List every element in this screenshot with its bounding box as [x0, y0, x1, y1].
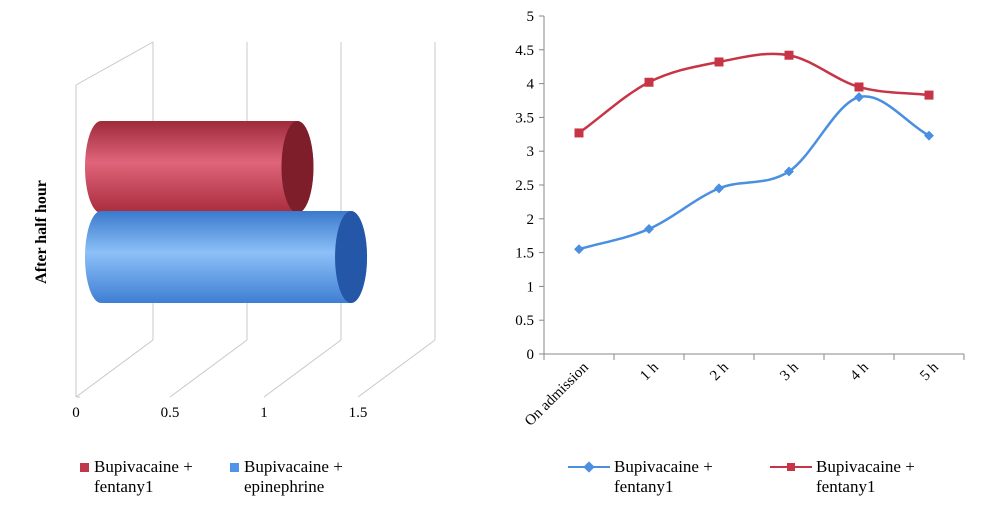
legend-item-fentanyl: Bupivacaine + fentany1: [80, 457, 224, 497]
legend-label: Bupivacaine + fentany1: [94, 457, 193, 496]
series-line-1: [578, 95, 930, 251]
legend-item-series-2: Bupivacaine + fentany1: [770, 457, 946, 497]
x-tick-label: 0.5: [161, 405, 180, 421]
data-point: [574, 244, 584, 255]
legend-swatch-red: [80, 463, 89, 472]
y-tick-label: 2.5: [515, 178, 534, 194]
data-point: [854, 82, 864, 92]
floor-gridline: [263, 339, 342, 398]
data-point: [644, 77, 654, 87]
legend-label: Bupivacaine + fentany1: [816, 457, 915, 496]
y-axis-label: After half hour: [33, 180, 50, 284]
y-tick-label: 3: [527, 144, 535, 160]
floor-gridline: [169, 339, 248, 398]
data-point: [644, 223, 654, 234]
data-point: [714, 57, 724, 67]
data-point: [574, 128, 584, 138]
legend-label: Bupivacaine + fentany1: [614, 457, 713, 496]
y-tick-label: 2: [527, 212, 535, 228]
x-tick-label: 2 h: [707, 359, 732, 384]
x-tick-label: 1.5: [349, 405, 368, 421]
data-point: [854, 92, 864, 103]
x-tick-label: 1 h: [637, 359, 662, 384]
floor-gridline: [357, 339, 436, 398]
y-tick-label: 5: [527, 9, 535, 25]
data-point: [784, 166, 794, 177]
bar-fentanyl-body: [85, 121, 314, 213]
bar-chart-panel: 0 0.5 1 1.5 After half hour Bupivacaine + fe…: [0, 0, 480, 515]
series-line-2: [578, 52, 930, 134]
legend-item-series-1: Bupivacaine + fentany1: [568, 457, 744, 497]
bar-fentanyl-cap: [281, 121, 314, 213]
y-tick-label: 1.5: [515, 246, 534, 262]
data-point: [714, 183, 724, 194]
y-tick-label: 3.5: [515, 110, 534, 126]
x-tick-label: 1: [260, 405, 268, 421]
line-chart-panel: 0 0.5 1 1.5 2 2.5 3 3.5 4 4.5 5 On admission 1 h 2 h 3…: [480, 0, 1000, 515]
side-wall-top: [75, 41, 154, 86]
floor-gridline: [75, 339, 154, 398]
legend-line-blue: [568, 457, 610, 477]
bar-epinephrine-cap: [335, 211, 368, 303]
y-tick-label: 1: [527, 279, 535, 295]
data-point: [924, 130, 934, 141]
legend-item-epinephrine: Bupivacaine + epinephrine: [230, 457, 374, 497]
legend-line-red: [770, 457, 812, 477]
bar-chart: 0 0.5 1 1.5 After half hour: [33, 41, 436, 421]
x-tick-label: 3 h: [777, 359, 802, 384]
legend-label: Bupivacaine + epinephrine: [244, 457, 343, 496]
y-tick-label: 4.5: [515, 43, 534, 59]
legend-swatch-blue: [230, 463, 239, 472]
x-tick-label: 5 h: [917, 359, 942, 384]
x-tick-label: On admission: [522, 359, 592, 429]
x-tick-label: 0: [72, 405, 80, 421]
y-tick-label: 0: [527, 347, 535, 363]
data-point: [924, 90, 934, 100]
y-tick-label: 4: [527, 77, 535, 93]
line-chart: 0 0.5 1 1.5 2 2.5 3 3.5 4 4.5 5 On admission 1 h 2 h 3…: [515, 9, 965, 429]
x-tick-label: 4 h: [847, 359, 872, 384]
data-point: [784, 50, 794, 60]
y-tick-label: 0.5: [515, 313, 534, 329]
bar-epinephrine-body: [85, 211, 368, 303]
